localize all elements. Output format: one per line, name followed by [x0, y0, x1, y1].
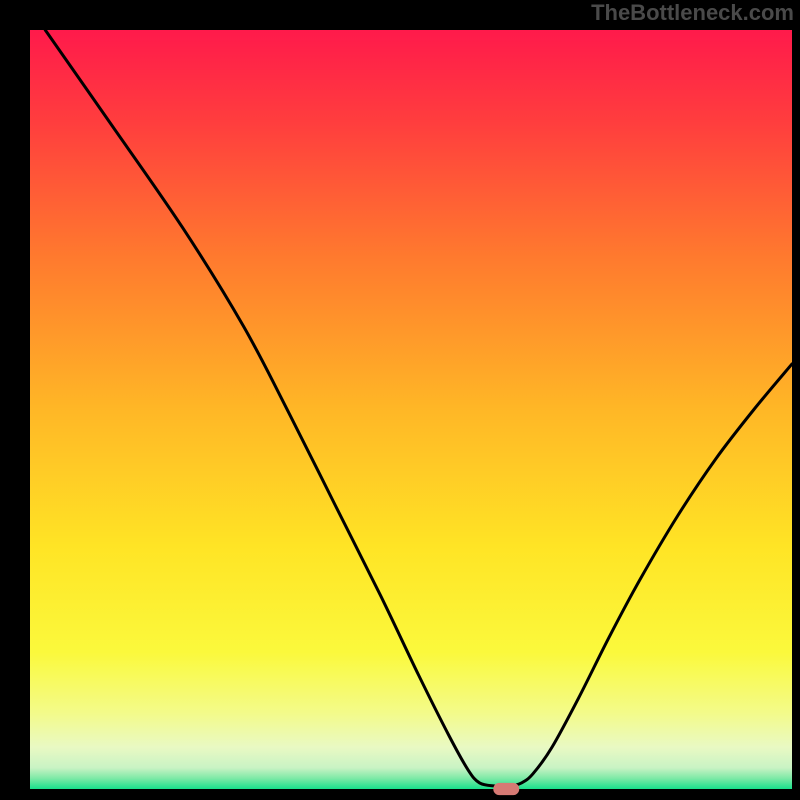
- watermark-text: TheBottleneck.com: [591, 0, 794, 26]
- chart-frame: TheBottleneck.com: [0, 0, 800, 800]
- optimal-marker: [493, 783, 519, 795]
- plot-background: [30, 30, 792, 789]
- chart-svg: [0, 0, 800, 800]
